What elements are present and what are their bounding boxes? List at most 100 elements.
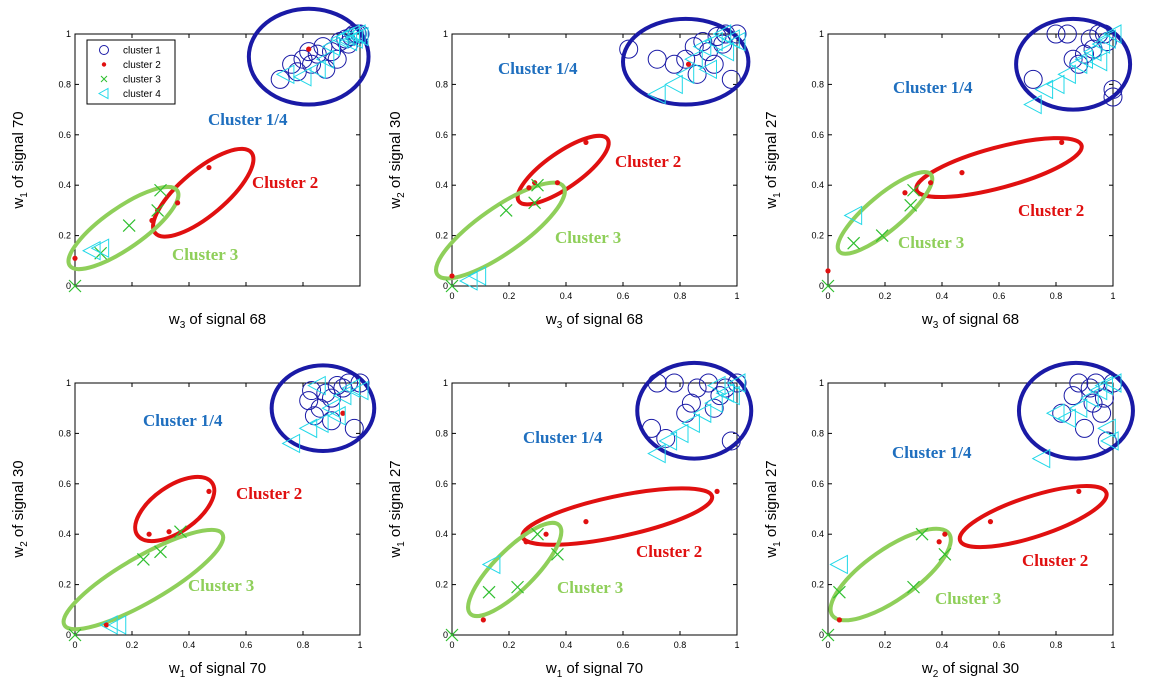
legend-label-cluster-2: cluster 2: [123, 60, 161, 71]
cluster-1-point: [647, 373, 667, 393]
cluster-4-point: [1100, 431, 1119, 451]
cluster-3-label: Cluster 3: [557, 578, 623, 597]
cluster-2-point: [583, 139, 589, 145]
cluster-1-point: [681, 393, 701, 413]
axes-box: [451, 33, 738, 287]
x-tick-label: 0.8: [297, 640, 310, 650]
cluster-4-point: [1057, 64, 1076, 85]
ellipse-c14: [246, 6, 371, 107]
cluster-4-point: [669, 423, 689, 444]
x-tick-label: 0.4: [936, 291, 949, 301]
cluster-1-point: [647, 49, 667, 69]
axes-box: [74, 382, 361, 636]
cluster-1-point: [316, 59, 336, 79]
cluster-2-point: [340, 410, 346, 416]
cluster-2-point: [825, 268, 831, 274]
cluster-1-point: [316, 383, 336, 403]
y-tick-label: 0.8: [435, 79, 448, 89]
legend-label-cluster-3: cluster 3: [123, 75, 161, 86]
cluster-4-point: [1094, 375, 1113, 396]
y-axis-label: w2 of signal 30: [387, 111, 407, 209]
cluster-2-point: [959, 170, 965, 176]
y-tick-label: 0.8: [435, 428, 448, 438]
ellipse-c2: [914, 136, 1084, 200]
cluster-3-label: Cluster 3: [188, 576, 254, 595]
cluster-1-point: [322, 411, 341, 431]
cluster-1-4-label: Cluster 1/4: [892, 443, 972, 462]
x-tick-label: 1: [1110, 640, 1115, 650]
cluster-2-point: [146, 531, 152, 537]
cluster-4-point: [1045, 403, 1065, 424]
cluster-2-point: [526, 185, 532, 191]
legend-marker-cluster-1: [99, 45, 109, 55]
cluster-4-point: [1045, 74, 1065, 95]
y-axis-label: w1 of signal 70: [10, 111, 30, 209]
cluster-2-point: [902, 190, 908, 196]
cluster-1-point: [270, 69, 290, 89]
x-tick-label: 0.4: [183, 640, 196, 650]
y-tick-label: 0.2: [811, 231, 824, 241]
x-tick-label: 0: [449, 291, 454, 301]
x-tick-label: 1: [734, 640, 739, 650]
cluster-3-point: [907, 183, 920, 197]
cluster-3-label: Cluster 3: [172, 245, 238, 264]
cluster-1-4-label: Cluster 1/4: [208, 110, 288, 129]
y-tick-label: 1: [66, 378, 71, 388]
cluster-1-point: [664, 373, 684, 393]
x-axis-label: w1 of signal 70: [545, 660, 643, 680]
cluster-4-point: [1074, 49, 1093, 70]
cluster-3-point: [938, 547, 952, 561]
cluster-3-point: [821, 628, 835, 642]
axes-box: [451, 382, 738, 636]
y-tick-label: 0: [66, 630, 71, 640]
ellipse-c14: [635, 360, 754, 461]
ellipse-c3: [835, 170, 935, 256]
ellipse-c3: [828, 526, 953, 623]
y-tick-label: 0.2: [435, 231, 448, 241]
cluster-4-point: [467, 266, 487, 286]
cluster-4-point: [107, 615, 127, 635]
cluster-4-point: [344, 29, 363, 49]
cluster-4-point: [704, 393, 723, 413]
legend-box: [86, 39, 176, 105]
cluster-2-point: [103, 622, 109, 628]
ellipse-c2: [151, 146, 256, 239]
cluster-4-point: [681, 413, 700, 434]
cluster-1-point: [282, 54, 302, 74]
cluster-2-point: [206, 164, 212, 171]
cluster-2-point: [449, 273, 455, 279]
cluster-2-point: [306, 46, 312, 52]
cluster-3-point: [875, 229, 889, 243]
cluster-4-point: [82, 240, 101, 261]
cluster-3-point: [531, 527, 544, 541]
x-tick-label: 0.8: [674, 640, 687, 650]
cluster-1-point: [687, 64, 707, 84]
x-tick-label: 0.4: [560, 640, 573, 650]
x-tick-label: 0.6: [240, 640, 253, 650]
y-tick-label: 0.6: [58, 479, 71, 489]
cluster-4-point: [692, 36, 712, 57]
cluster-2-label: Cluster 2: [636, 542, 702, 561]
cluster-4-point: [647, 443, 666, 464]
cluster-1-point: [310, 398, 330, 418]
y-tick-label: 0.4: [58, 529, 71, 539]
ellipse-c2: [957, 484, 1109, 550]
subplot-1: 0 0.2 0.4 0.6 0.8 1 w3 of signal 68 w1 of signa…: [10, 6, 371, 331]
y-tick-label: 0.4: [435, 180, 448, 190]
x-tick-label: 0.2: [503, 291, 516, 301]
legend-marker-cluster-4: [97, 87, 109, 100]
x-tick-label: 0.2: [879, 640, 892, 650]
legend-label-cluster-4: cluster 4: [123, 89, 161, 100]
x-tick-label: 0.6: [617, 640, 630, 650]
cluster-1-point: [721, 431, 741, 451]
cluster-1-point: [1103, 79, 1123, 99]
cluster-4-point: [1091, 34, 1111, 54]
cluster-4-point: [726, 31, 746, 52]
cluster-1-point: [322, 388, 341, 408]
cluster-3-point: [907, 580, 920, 594]
legend-marker-cluster-3: [100, 75, 108, 83]
x-axis-label: w1 of signal 70: [168, 660, 266, 680]
cluster-2-point: [987, 519, 994, 525]
cluster-1-point: [339, 373, 359, 393]
cluster-2-point: [206, 488, 212, 494]
